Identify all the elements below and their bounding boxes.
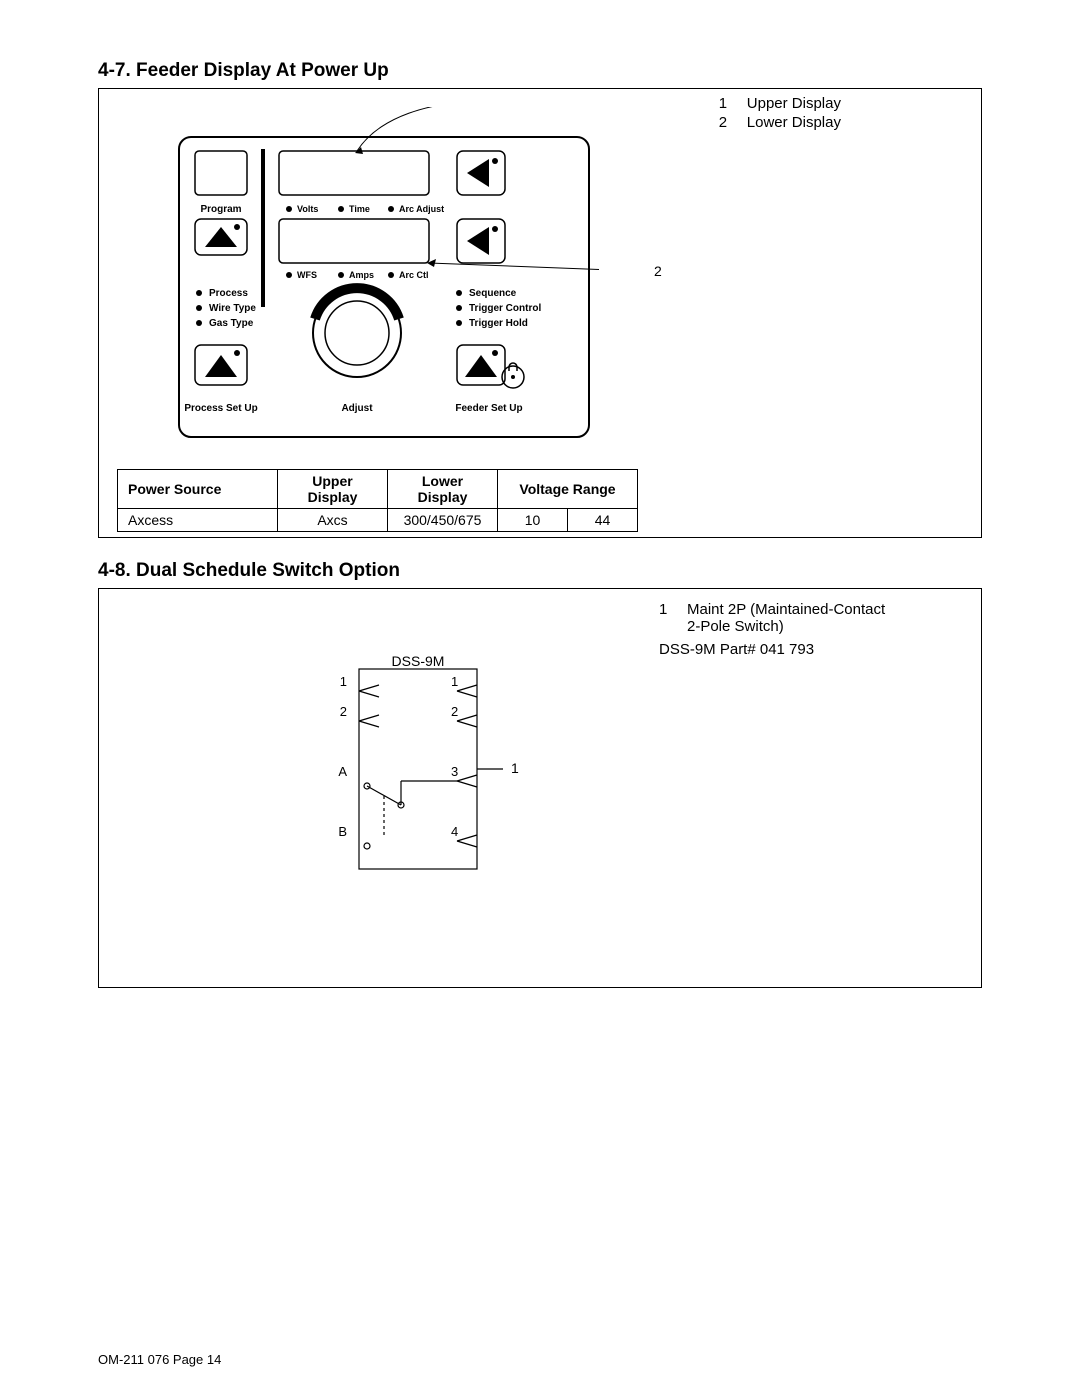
fig48-legend: 1 Maint 2P (Maintained-Contact 2-Pole Sw…: [659, 601, 949, 658]
td-vr-high: 44: [568, 509, 638, 532]
section-4-7-title: 4-7. Feeder Display At Power Up: [98, 60, 982, 82]
svg-text:Adjust: Adjust: [341, 403, 373, 414]
th-lower-display: Lower Display: [388, 470, 498, 509]
th-upper-display: Upper Display: [278, 470, 388, 509]
svg-text:Process: Process: [209, 288, 248, 299]
svg-text:Sequence: Sequence: [469, 288, 517, 299]
legend-label-2: Lower Display: [747, 114, 841, 131]
th-power-source: Power Source: [118, 470, 278, 509]
legend-num-1: 1: [719, 95, 747, 112]
svg-text:1: 1: [340, 674, 347, 689]
section-4-8-title: 4-8. Dual Schedule Switch Option: [98, 560, 982, 582]
page-footer: OM-211 076 Page 14: [98, 1352, 221, 1367]
svg-text:Trigger Control: Trigger Control: [469, 303, 541, 314]
svg-text:Volts: Volts: [297, 204, 318, 214]
svg-text:Time: Time: [349, 204, 370, 214]
svg-text:1: 1: [511, 760, 519, 776]
th-voltage-range: Voltage Range: [498, 470, 638, 509]
part-number: DSS-9M Part# 041 793: [659, 641, 949, 658]
table-row: Axcess Axcs 300/450/675 10 44: [118, 509, 638, 532]
td-power-source: Axcess: [118, 509, 278, 532]
svg-text:Program: Program: [200, 204, 241, 215]
svg-text:2: 2: [340, 704, 347, 719]
figure-4-8: 1 Maint 2P (Maintained-Contact 2-Pole Sw…: [98, 588, 982, 988]
feeder-panel: Program 1 Volts Time Arc Adjust: [169, 107, 599, 452]
legend48-label-line1: Maint 2P (Maintained-Contact: [687, 601, 885, 618]
svg-text:A: A: [338, 764, 347, 779]
callout-2-num: 2: [654, 263, 662, 279]
dss-9m-schematic: DSS-9M 1 1 2 2 A 3: [99, 589, 659, 969]
fig47-legend: 1Upper Display 2Lower Display: [719, 95, 841, 133]
svg-text:Process Set Up: Process Set Up: [184, 403, 257, 414]
svg-text:Trigger Hold: Trigger Hold: [469, 318, 528, 329]
svg-text:Arc Ctl: Arc Ctl: [399, 270, 429, 280]
svg-text:3: 3: [451, 764, 458, 779]
svg-text:Wire Type: Wire Type: [209, 303, 256, 314]
svg-text:1: 1: [451, 674, 458, 689]
legend-num-2: 2: [719, 114, 747, 131]
figure-4-7: 1Upper Display 2Lower Display Program: [98, 88, 982, 538]
svg-text:WFS: WFS: [297, 270, 317, 280]
legend48-num: 1: [659, 601, 687, 635]
legend48-label-line2: 2-Pole Switch): [687, 618, 784, 635]
svg-text:2: 2: [451, 704, 458, 719]
svg-text:Gas Type: Gas Type: [209, 318, 254, 329]
svg-text:Feeder Set Up: Feeder Set Up: [455, 403, 522, 414]
td-lower: 300/450/675: [388, 509, 498, 532]
legend-label-1: Upper Display: [747, 95, 841, 112]
svg-text:B: B: [338, 824, 347, 839]
svg-text:Arc Adjust: Arc Adjust: [399, 204, 444, 214]
td-upper: Axcs: [278, 509, 388, 532]
td-vr-low: 10: [498, 509, 568, 532]
svg-text:Amps: Amps: [349, 270, 374, 280]
svg-text:1: 1: [497, 107, 505, 108]
svg-text:DSS-9M: DSS-9M: [392, 653, 445, 669]
svg-text:4: 4: [451, 824, 458, 839]
power-source-table: Power Source Upper Display Lower Display…: [117, 469, 638, 532]
